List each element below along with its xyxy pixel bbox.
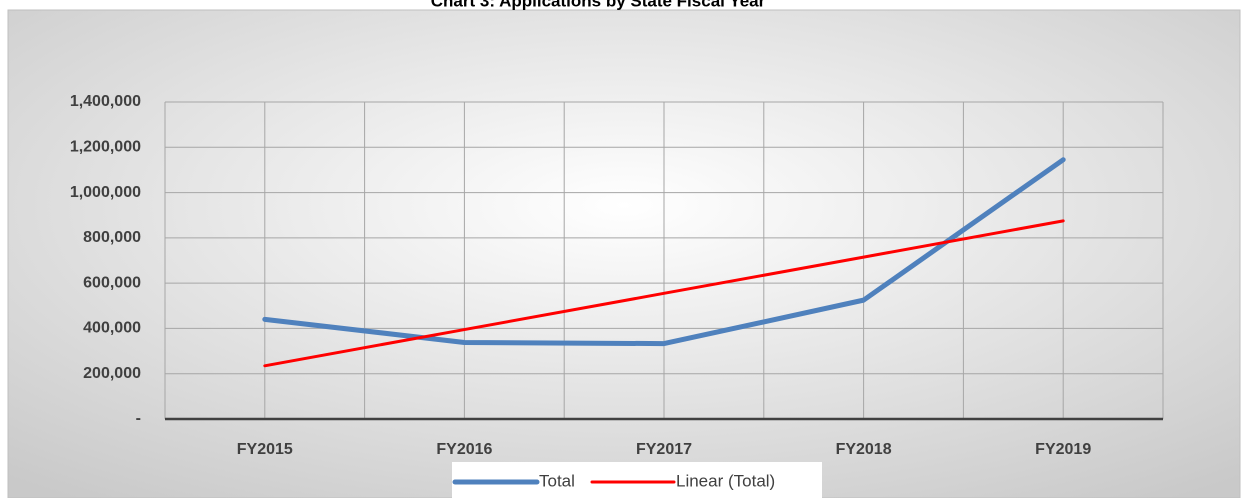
x-tick-label: FY2015	[237, 441, 293, 458]
chart-title: Chart 3: Applications by State Fiscal Ye…	[431, 0, 766, 10]
y-tick-label: 400,000	[83, 320, 141, 337]
y-tick-label: 1,400,000	[70, 93, 141, 110]
x-tick-label: FY2017	[636, 441, 692, 458]
y-tick-label: 1,000,000	[70, 184, 141, 201]
x-tick-label: FY2018	[836, 441, 892, 458]
y-tick-label: 200,000	[83, 365, 141, 382]
y-tick-label: -	[136, 410, 141, 427]
x-tick-label: FY2019	[1035, 441, 1091, 458]
series-line	[262, 157, 1066, 347]
y-tick-label: 800,000	[83, 229, 141, 246]
y-tick-label: 600,000	[83, 274, 141, 291]
y-tick-label: 1,200,000	[70, 139, 141, 156]
series-line	[263, 219, 1065, 368]
legend-label: Linear (Total)	[676, 471, 775, 490]
legend-label: Total	[539, 471, 575, 490]
chart-area	[7, 9, 1241, 499]
x-tick-label: FY2016	[436, 441, 492, 458]
